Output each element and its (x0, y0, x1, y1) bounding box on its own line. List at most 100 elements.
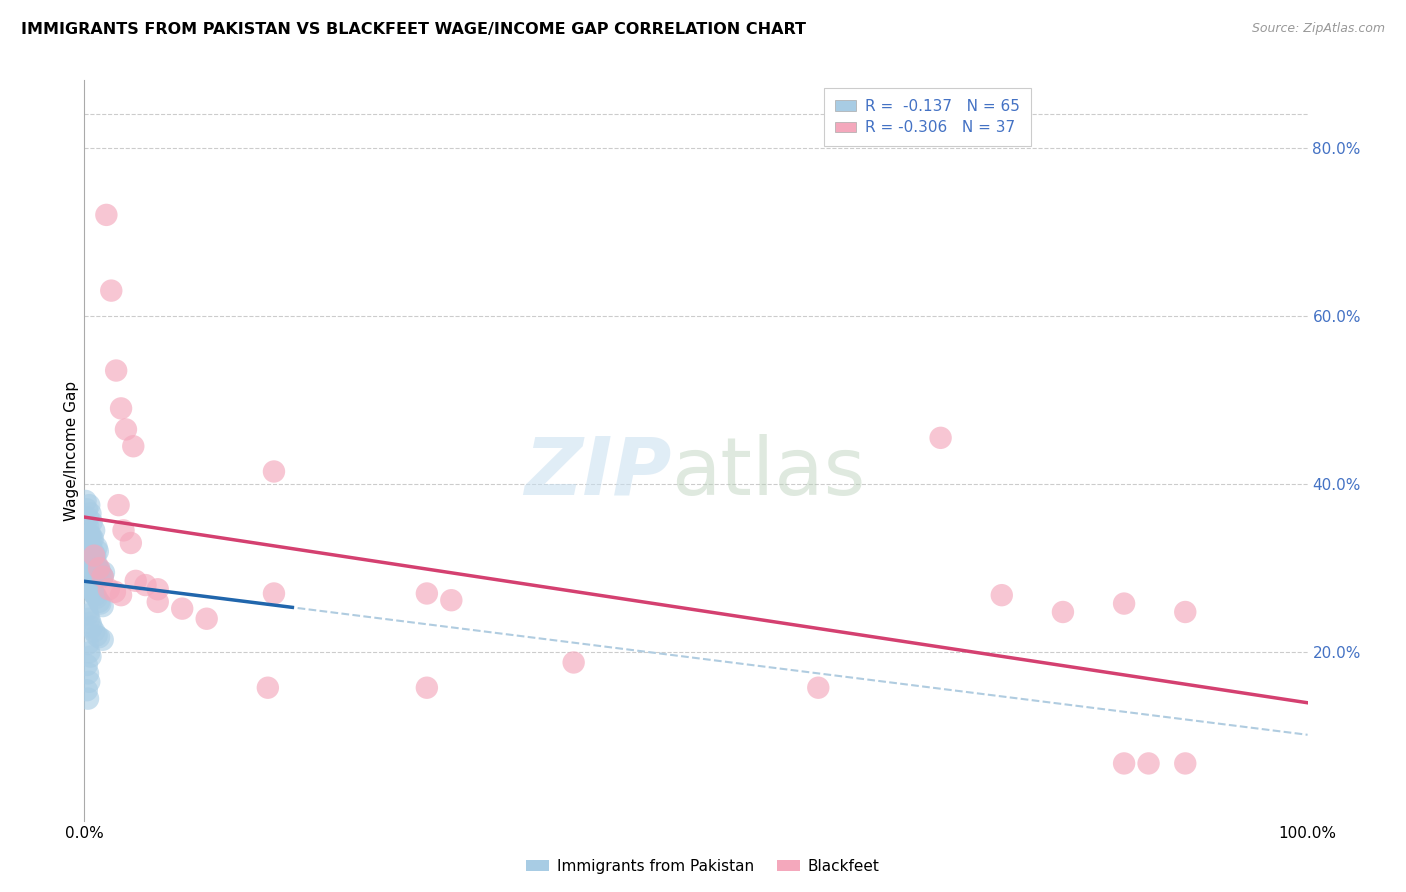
Point (77, 645, 100, 659)
Point (79, 540, 101, 554)
Point (82, 544, 104, 558)
Legend: R =  -0.137   N = 65, R = -0.306   N = 37: R = -0.137 N = 65, R = -0.306 N = 37 (824, 88, 1031, 146)
Point (562, 656, 585, 670)
Point (75, 494, 97, 508)
Point (79, 557, 101, 571)
Point (807, 681, 830, 695)
Point (122, 439, 145, 453)
Point (87, 544, 110, 558)
Point (86, 540, 108, 554)
Point (263, 586, 285, 600)
Point (77, 519, 100, 533)
Point (76, 502, 98, 516)
Point (257, 681, 280, 695)
Point (112, 524, 135, 538)
Point (77, 691, 100, 706)
Point (84, 588, 107, 602)
Point (263, 465, 285, 479)
Point (83, 586, 105, 600)
Point (77, 554, 100, 569)
Point (77, 666, 100, 681)
Point (105, 363, 128, 377)
Point (86, 628, 108, 642)
Point (1174, 605, 1197, 619)
Point (125, 574, 148, 588)
Point (1114, 756, 1136, 771)
Point (83, 624, 105, 639)
Point (89, 566, 111, 580)
Point (1174, 756, 1197, 771)
Point (107, 498, 129, 512)
Point (79, 580, 101, 594)
Point (77, 498, 100, 512)
Point (79, 527, 101, 541)
Point (84, 549, 107, 563)
Point (80, 544, 103, 558)
Point (86, 557, 108, 571)
Point (79, 615, 101, 630)
Text: IMMIGRANTS FROM PAKISTAN VS BLACKFEET WAGE/INCOME GAP CORRELATION CHART: IMMIGRANTS FROM PAKISTAN VS BLACKFEET WA… (21, 22, 806, 37)
Point (77, 510, 100, 524)
Text: Source: ZipAtlas.com: Source: ZipAtlas.com (1251, 22, 1385, 36)
Point (97, 582, 120, 597)
Point (80, 620, 103, 634)
Point (440, 593, 463, 607)
Point (991, 588, 1014, 602)
Text: ZIP: ZIP (524, 434, 672, 512)
Point (929, 431, 952, 445)
Point (91, 632, 114, 647)
Point (76, 553, 98, 567)
Point (100, 284, 122, 298)
Point (82, 532, 104, 546)
Point (87, 561, 110, 575)
Point (84, 561, 107, 575)
Point (104, 584, 127, 599)
Point (93, 566, 115, 580)
Point (76, 683, 98, 698)
Point (77, 674, 100, 689)
Point (1114, 597, 1136, 611)
Text: atlas: atlas (672, 434, 866, 512)
Point (87, 563, 110, 577)
Point (77, 612, 100, 626)
Point (87, 630, 110, 644)
Point (77, 553, 100, 567)
Point (80, 532, 103, 546)
Point (110, 588, 132, 602)
Point (89, 597, 111, 611)
Point (77, 527, 100, 541)
Point (83, 549, 105, 563)
Point (91, 569, 114, 583)
Point (80, 559, 103, 574)
Point (80, 515, 103, 529)
Point (416, 586, 439, 600)
Point (1052, 605, 1074, 619)
Point (77, 576, 100, 591)
Point (82, 584, 104, 599)
Point (77, 536, 100, 550)
Point (77, 536, 100, 550)
Point (87, 595, 110, 609)
Point (83, 549, 105, 563)
Point (83, 524, 105, 538)
Point (115, 422, 138, 436)
Point (1137, 756, 1160, 771)
Legend: Immigrants from Pakistan, Blackfeet: Immigrants from Pakistan, Blackfeet (520, 853, 886, 880)
Point (76, 658, 98, 673)
Point (146, 582, 169, 597)
Point (80, 582, 103, 597)
Point (110, 401, 132, 416)
Point (77, 637, 100, 651)
Point (416, 681, 439, 695)
Point (76, 574, 98, 588)
Point (135, 578, 157, 592)
Point (87, 561, 110, 575)
Point (83, 563, 105, 577)
Point (76, 603, 98, 617)
Point (91, 569, 114, 583)
Point (79, 507, 101, 521)
Point (90, 568, 112, 582)
Point (77, 578, 100, 592)
Point (96, 208, 118, 222)
Point (91, 599, 114, 613)
